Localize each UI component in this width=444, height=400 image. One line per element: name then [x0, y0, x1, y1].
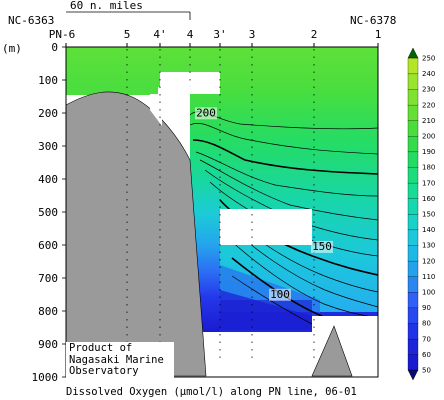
y-tick-label: 600: [38, 239, 58, 252]
colorbar-segment: [407, 73, 419, 90]
colorbar-segment: [407, 213, 419, 231]
contour-value-labels: 200 150 100: [195, 106, 333, 301]
bottom-topography: [65, 91, 353, 377]
station-axis: PN-6 5 4' 4 3' 3 2 1: [49, 28, 382, 47]
station-label: 2: [311, 28, 318, 41]
colorbar-segment: [407, 151, 419, 168]
colorbar-segment: [407, 89, 419, 106]
contour-label: 100: [270, 288, 290, 301]
colorbar-segment: [407, 167, 419, 184]
colorbar-segment: [407, 307, 419, 324]
colorbar-tick-label: 140: [422, 226, 435, 234]
contour-label-bg: [311, 240, 333, 253]
colorbar-tick-label: 160: [422, 195, 435, 203]
colorbar-tick-label: 70: [422, 335, 431, 343]
y-tick-label: 500: [38, 206, 58, 219]
colorbar-tick-label: 170: [422, 179, 435, 187]
y-tick-label: 1000: [32, 371, 59, 384]
colorbar-segment: [407, 338, 419, 355]
station-label: 4: [187, 28, 194, 41]
y-tick-label: 200: [38, 107, 58, 120]
left-section-id: NC-6363: [8, 14, 54, 27]
colorbar-tick-label: 120: [422, 257, 435, 265]
colorbar-tick-label: 150: [422, 211, 435, 219]
colorbar-tick-label: 180: [422, 164, 435, 172]
station-label: PN-6: [49, 28, 76, 41]
station-label: 5: [124, 28, 131, 41]
colorbar-segment: [407, 291, 419, 309]
note-line-1: Product of: [69, 342, 133, 354]
colorbar-max-arrow: [407, 47, 419, 59]
y-tick-label: 0: [51, 41, 58, 54]
station-label: 3': [213, 28, 226, 41]
colorbar-tick-label: 200: [422, 133, 435, 141]
colorbar-tick-label: 100: [422, 289, 435, 297]
producer-note: Product of Nagasaki Marine Observatory: [66, 342, 174, 379]
contour-label: 150: [312, 240, 332, 253]
colorbar-segment: [407, 120, 419, 137]
colorbar-segment: [407, 135, 419, 153]
colorbar-tick-label: 50: [422, 367, 431, 375]
colorbar-segment: [407, 245, 419, 262]
colorbar-tick-label: 60: [422, 351, 431, 359]
colorbar-segment: [407, 104, 419, 121]
y-tick-label: 700: [38, 272, 58, 285]
colorbar-segment: [407, 198, 419, 215]
y-tick-label: 900: [38, 338, 58, 351]
colorbar-segment: [407, 182, 419, 199]
station-label: 3: [249, 28, 256, 41]
colorbar-tick-label: 250: [422, 55, 435, 63]
colorbar-tick-label: 220: [422, 101, 435, 109]
colorbar-tick-label: 210: [422, 117, 435, 125]
note-line-3: Observatory: [69, 365, 139, 377]
colorbar-tick-label: 90: [422, 304, 431, 312]
y-tick-label: 300: [38, 140, 58, 153]
colorbar-tick-label: 230: [422, 86, 435, 94]
colorbar-segment: [407, 229, 419, 246]
colorbar-tick-label: 110: [422, 273, 435, 281]
station-label: 4': [153, 28, 166, 41]
y-tick-label: 800: [38, 305, 58, 318]
colorbar-tick-label: 190: [422, 148, 435, 156]
y-axis-unit: (m): [2, 42, 22, 55]
colorbar-tick-label: 240: [422, 70, 435, 78]
y-axis: 0 100 200 300 400 500 600 700 800 900 1000: [32, 41, 66, 384]
colorbar-min-arrow: [407, 369, 419, 381]
colorbar-segment: [407, 354, 419, 371]
note-line-2: Nagasaki Marine: [69, 353, 164, 366]
colorbar-segment: [407, 323, 419, 340]
colorbar-segment: [407, 276, 419, 293]
colorbar-segment: [407, 57, 419, 75]
colorbar-tick-label: 130: [422, 242, 435, 250]
station-lines: [126, 49, 315, 364]
y-tick-label: 400: [38, 173, 58, 186]
contour-label-bg: [195, 107, 217, 120]
right-section-id: NC-6378: [350, 14, 396, 27]
chart-title: Dissolved Oxygen (μmol/l) along PN line,…: [66, 386, 357, 398]
colorbar-tick-label: 80: [422, 320, 431, 328]
distance-scale: 60 n. miles: [66, 0, 191, 20]
scale-label: 60 n. miles: [70, 0, 143, 12]
colorbar-segment: [407, 260, 419, 277]
station-label: 1: [375, 28, 382, 41]
contour-label: 200: [196, 106, 216, 119]
colorbar: 50 60 70 80 90 100 110 120 130 140 150 160 170 180 190…: [407, 47, 435, 381]
contour-label-bg: [269, 288, 291, 301]
y-tick-label: 100: [38, 74, 58, 87]
